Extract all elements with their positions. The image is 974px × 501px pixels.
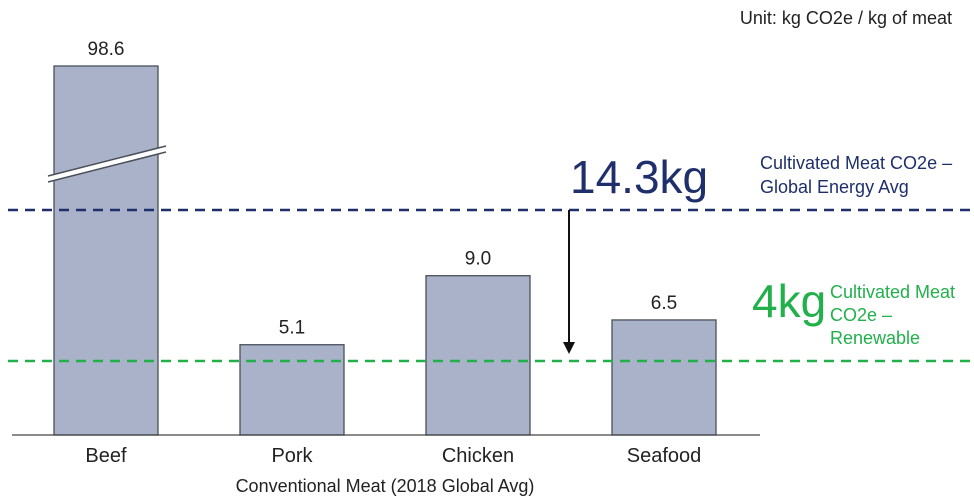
unit-label: Unit: kg CO2e / kg of meat xyxy=(739,8,952,28)
bar-beef xyxy=(53,65,159,436)
reference-value-0: 14.3kg xyxy=(570,151,708,203)
bar-seafood xyxy=(611,319,717,436)
axis-break-line-upper xyxy=(47,145,167,177)
category-label-seafood: Seafood xyxy=(627,445,702,467)
reference-label-1-line-1: CO2e – xyxy=(830,305,892,325)
reference-label-1-line-0: Cultivated Meat xyxy=(830,282,955,302)
reference-lines-group: 14.3kg Cultivated Meat CO2e – Global Energ… xyxy=(8,151,972,363)
reference-label-1-line-2: Renewable xyxy=(830,328,920,348)
reference-label-0-line-1: Global Energy Avg xyxy=(760,177,909,197)
value-label-chicken: 9.0 xyxy=(465,249,491,270)
bar-pork xyxy=(239,344,345,436)
labels-group: 98.6 Beef 5.1 Pork 9.0 Chicken 6.5 Seafood xyxy=(85,39,701,467)
reference-label-0-line-0: Cultivated Meat CO2e – xyxy=(760,153,952,173)
value-label-pork: 5.1 xyxy=(279,318,305,339)
bars-group xyxy=(47,65,717,436)
value-label-seafood: 6.5 xyxy=(651,293,677,314)
reduction-arrow-head xyxy=(563,342,575,354)
category-label-beef: Beef xyxy=(85,445,127,467)
axis-break-gap xyxy=(48,146,166,182)
category-label-chicken: Chicken xyxy=(442,445,514,467)
x-axis-title: Conventional Meat (2018 Global Avg) xyxy=(236,476,535,496)
axis-break-line-lower xyxy=(47,151,167,183)
reference-value-1: 4kg xyxy=(752,275,826,327)
value-label-beef: 98.6 xyxy=(88,39,125,60)
bar-chicken xyxy=(425,275,531,436)
category-label-pork: Pork xyxy=(271,445,313,467)
